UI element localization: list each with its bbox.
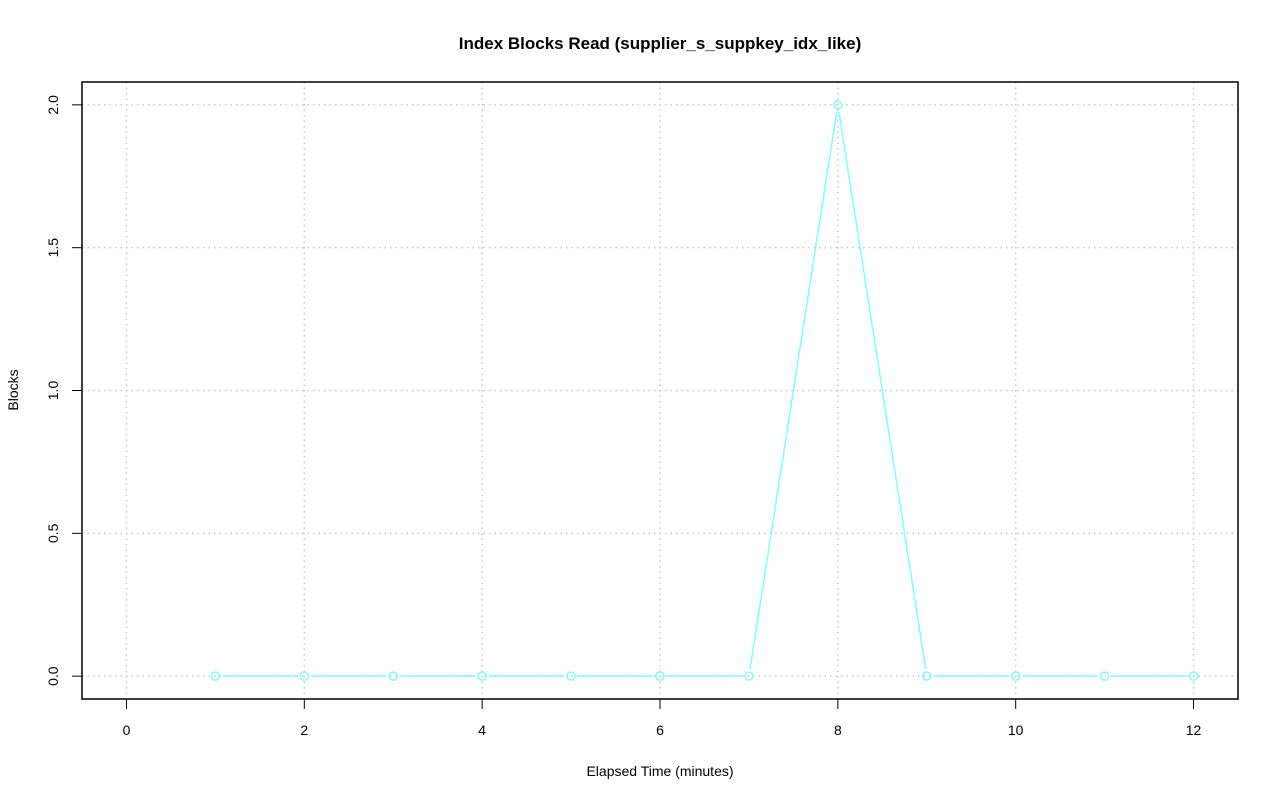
series-line-segment bbox=[838, 111, 927, 670]
y-tick-label: 0.0 bbox=[45, 666, 61, 686]
y-axis-label: Blocks bbox=[5, 369, 21, 410]
data-point bbox=[210, 671, 221, 681]
data-point bbox=[1099, 671, 1110, 681]
data-point bbox=[1188, 671, 1199, 681]
x-tick-label: 12 bbox=[1186, 722, 1202, 738]
data-point bbox=[566, 671, 576, 681]
y-tick-label: 0.5 bbox=[45, 523, 61, 543]
x-tick-label: 10 bbox=[1008, 722, 1024, 738]
y-tick-label: 1.5 bbox=[45, 238, 61, 258]
series-line-segment bbox=[749, 111, 838, 670]
chart-title: Index Blocks Read (supplier_s_suppkey_id… bbox=[459, 34, 862, 53]
data-point bbox=[744, 671, 754, 681]
data-point bbox=[477, 671, 487, 681]
data-point bbox=[655, 671, 665, 681]
series bbox=[210, 100, 1199, 681]
x-tick-label: 0 bbox=[123, 722, 131, 738]
x-tick-label: 8 bbox=[834, 722, 842, 738]
y-tick-label: 2.0 bbox=[45, 95, 61, 115]
axes: 0 2 4 6 8 10 12 0.0 0.5 1.0 1.5 2.0 bbox=[45, 95, 1202, 738]
data-point bbox=[388, 671, 398, 681]
data-point bbox=[299, 671, 310, 681]
grid bbox=[82, 82, 1238, 699]
data-point bbox=[1010, 671, 1021, 681]
x-tick-label: 6 bbox=[656, 722, 664, 738]
x-tick-label: 2 bbox=[300, 722, 308, 738]
data-point bbox=[922, 671, 932, 681]
y-tick-label: 1.0 bbox=[45, 381, 61, 401]
x-tick-label: 4 bbox=[478, 722, 486, 738]
data-point bbox=[833, 100, 843, 110]
x-axis-label: Elapsed Time (minutes) bbox=[586, 763, 733, 779]
